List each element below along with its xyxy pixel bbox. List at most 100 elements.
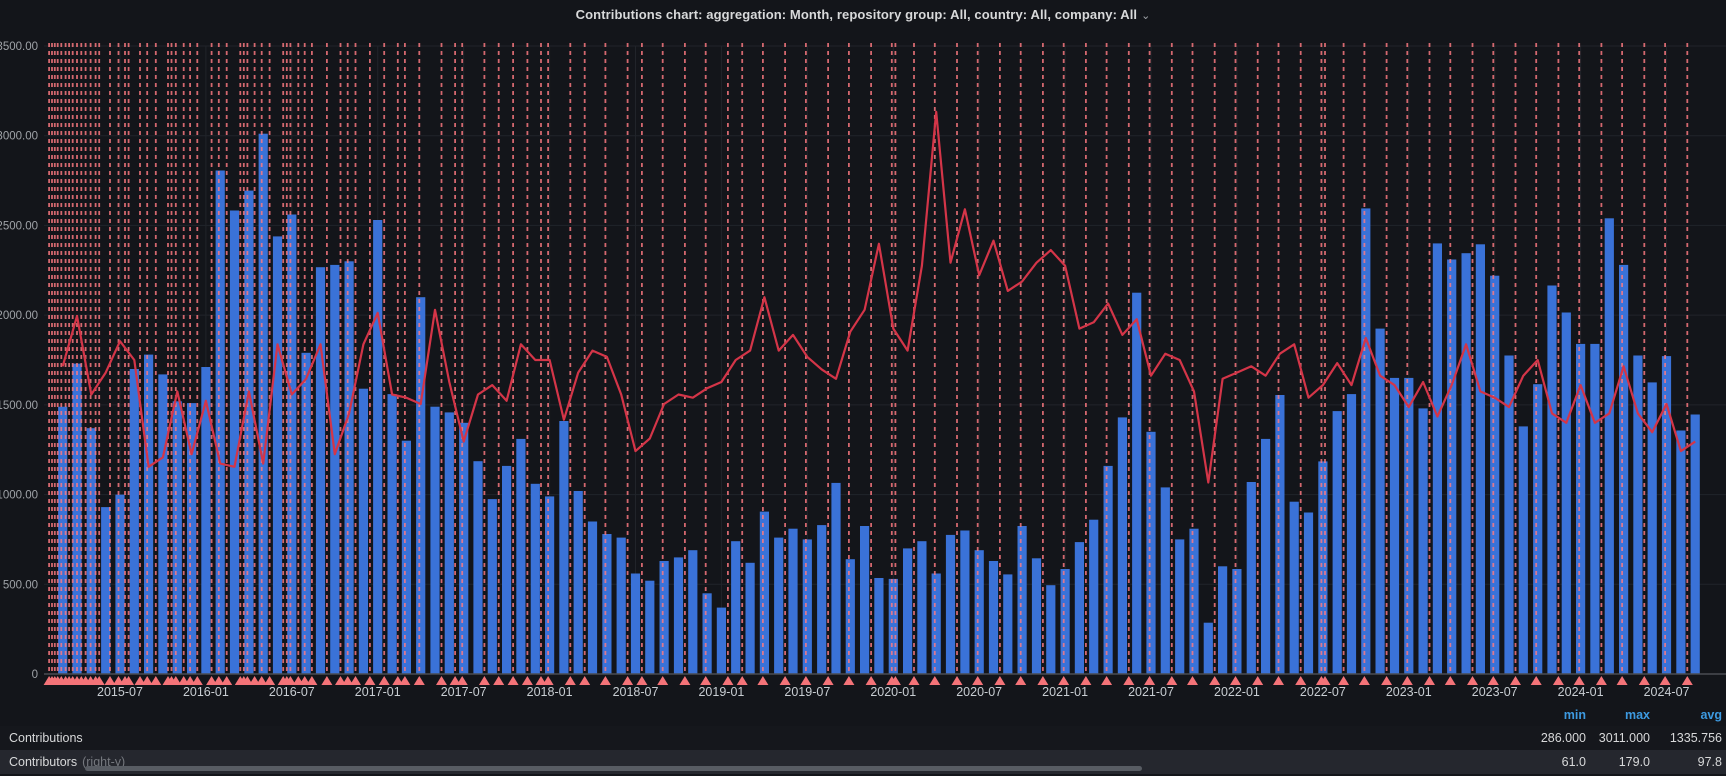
contributions-bar[interactable] — [1074, 542, 1084, 674]
contributions-bar[interactable] — [1661, 356, 1672, 674]
annotation-marker-icon[interactable] — [1166, 676, 1178, 685]
contributions-bar[interactable] — [1289, 501, 1299, 674]
annotation-marker-icon[interactable] — [1659, 676, 1671, 685]
annotation-marker-icon[interactable] — [908, 676, 920, 685]
annotation-marker-icon[interactable] — [1638, 676, 1650, 685]
contributions-bar[interactable] — [444, 412, 454, 674]
annotation-marker-icon[interactable] — [123, 676, 135, 685]
contributions-bar[interactable] — [845, 559, 855, 674]
annotation-marker-icon[interactable] — [1681, 676, 1693, 685]
annotation-marker-icon[interactable] — [1058, 676, 1070, 685]
annotation-marker-icon[interactable] — [206, 676, 218, 685]
contributions-bar[interactable] — [1447, 259, 1457, 675]
annotation-marker-icon[interactable] — [141, 676, 153, 685]
annotation-marker-icon[interactable] — [1358, 676, 1370, 685]
annotation-marker-icon[interactable] — [184, 676, 196, 685]
stat-header-avg[interactable]: avg — [1700, 708, 1722, 722]
annotation-marker-icon[interactable] — [1319, 676, 1331, 685]
annotation-marker-icon[interactable] — [1295, 676, 1307, 685]
annotation-marker-icon[interactable] — [1209, 676, 1221, 685]
annotation-marker-icon[interactable] — [929, 676, 941, 685]
contributions-bar[interactable] — [1576, 343, 1586, 674]
annotation-marker-icon[interactable] — [579, 676, 591, 685]
annotation-marker-icon[interactable] — [256, 676, 268, 685]
annotation-marker-icon[interactable] — [1552, 676, 1564, 685]
annotation-marker-icon[interactable] — [284, 676, 296, 685]
annotation-marker-icon[interactable] — [436, 676, 447, 685]
contributions-bar[interactable] — [401, 440, 411, 674]
annotation-marker-icon[interactable] — [889, 676, 901, 685]
contributions-bar[interactable] — [1318, 461, 1328, 674]
contributions-bar[interactable] — [1232, 569, 1242, 674]
contributions-bar[interactable] — [115, 494, 125, 674]
contributions-bar[interactable] — [330, 264, 340, 674]
contributions-bar[interactable] — [1189, 528, 1199, 674]
annotation-marker-icon[interactable] — [994, 676, 1006, 685]
contributions-bar[interactable] — [516, 438, 526, 674]
contributions-bar[interactable] — [802, 539, 812, 674]
contributions-bar[interactable] — [1490, 275, 1500, 674]
annotation-marker-icon[interactable] — [599, 676, 611, 685]
contributions-bar[interactable] — [1518, 426, 1528, 674]
contributions-bar[interactable] — [903, 548, 913, 674]
contributions-bar[interactable] — [630, 573, 641, 675]
annotation-marker-icon[interactable] — [865, 676, 877, 685]
contributions-bar[interactable] — [731, 541, 741, 674]
contributions-bar[interactable] — [430, 406, 440, 674]
contributions-bar[interactable] — [487, 499, 497, 674]
contributions-bar[interactable] — [917, 541, 927, 674]
annotation-marker-icon[interactable] — [1187, 676, 1198, 685]
contributions-bar[interactable] — [1146, 431, 1156, 674]
contributions-bar[interactable] — [459, 422, 469, 674]
contributions-bar[interactable] — [945, 534, 956, 674]
contributions-bar[interactable] — [716, 607, 726, 674]
contributions-bar[interactable] — [1046, 585, 1056, 674]
annotation-marker-icon[interactable] — [413, 676, 425, 685]
contributions-bar[interactable] — [988, 561, 999, 674]
contributions-bar[interactable] — [545, 496, 555, 674]
annotation-marker-icon[interactable] — [1015, 676, 1027, 685]
contributions-bar[interactable] — [416, 297, 426, 674]
annotation-marker-icon[interactable] — [1616, 676, 1628, 685]
annotation-marker-icon[interactable] — [1123, 676, 1135, 685]
contributions-bar[interactable] — [587, 521, 598, 675]
annotation-marker-icon[interactable] — [1401, 676, 1413, 685]
contributions-bar[interactable] — [1590, 343, 1600, 674]
contributions-bar[interactable] — [1533, 384, 1543, 674]
annotation-marker-icon[interactable] — [679, 676, 691, 685]
contributions-bar[interactable] — [1547, 285, 1557, 675]
annotation-marker-icon[interactable] — [822, 676, 834, 685]
chevron-down-icon[interactable]: ⌄ — [1141, 9, 1151, 22]
contributions-bar[interactable] — [602, 534, 612, 674]
annotation-marker-icon[interactable] — [736, 676, 748, 685]
annotation-marker-icon[interactable] — [134, 676, 146, 685]
annotation-marker-icon[interactable] — [342, 676, 354, 685]
contributions-bar[interactable] — [1676, 430, 1686, 675]
contributions-bar[interactable] — [1633, 355, 1643, 675]
annotation-marker-icon[interactable] — [700, 676, 712, 685]
annotation-marker-icon[interactable] — [722, 676, 734, 685]
annotation-marker-icon[interactable] — [306, 676, 318, 685]
contributions-bar[interactable] — [129, 369, 139, 674]
annotation-marker-icon[interactable] — [392, 676, 404, 685]
contributions-bar[interactable] — [1461, 253, 1471, 674]
contributions-bar[interactable] — [101, 507, 111, 674]
series-label-contributions[interactable]: Contributions — [9, 731, 83, 745]
annotation-marker-icon[interactable] — [1230, 676, 1241, 685]
annotation-marker-icon[interactable] — [1144, 676, 1156, 685]
contributions-bar[interactable] — [673, 557, 684, 674]
annotation-marker-icon[interactable] — [1573, 676, 1585, 685]
annotation-marker-icon[interactable] — [1101, 676, 1113, 685]
contributions-bar[interactable] — [1404, 377, 1414, 674]
contributions-bar[interactable] — [86, 428, 96, 674]
annotation-marker-icon[interactable] — [93, 676, 105, 685]
annotation-marker-icon[interactable] — [507, 676, 519, 685]
contributions-bar[interactable] — [788, 528, 798, 674]
stat-header-min[interactable]: min — [1563, 708, 1586, 722]
annotation-marker-icon[interactable] — [249, 676, 261, 685]
annotation-marker-icon[interactable] — [521, 676, 533, 685]
contributions-bar[interactable] — [258, 133, 268, 674]
annotation-marker-icon[interactable] — [350, 676, 361, 685]
contributions-bar[interactable] — [745, 562, 755, 674]
annotation-marker-icon[interactable] — [399, 676, 411, 685]
